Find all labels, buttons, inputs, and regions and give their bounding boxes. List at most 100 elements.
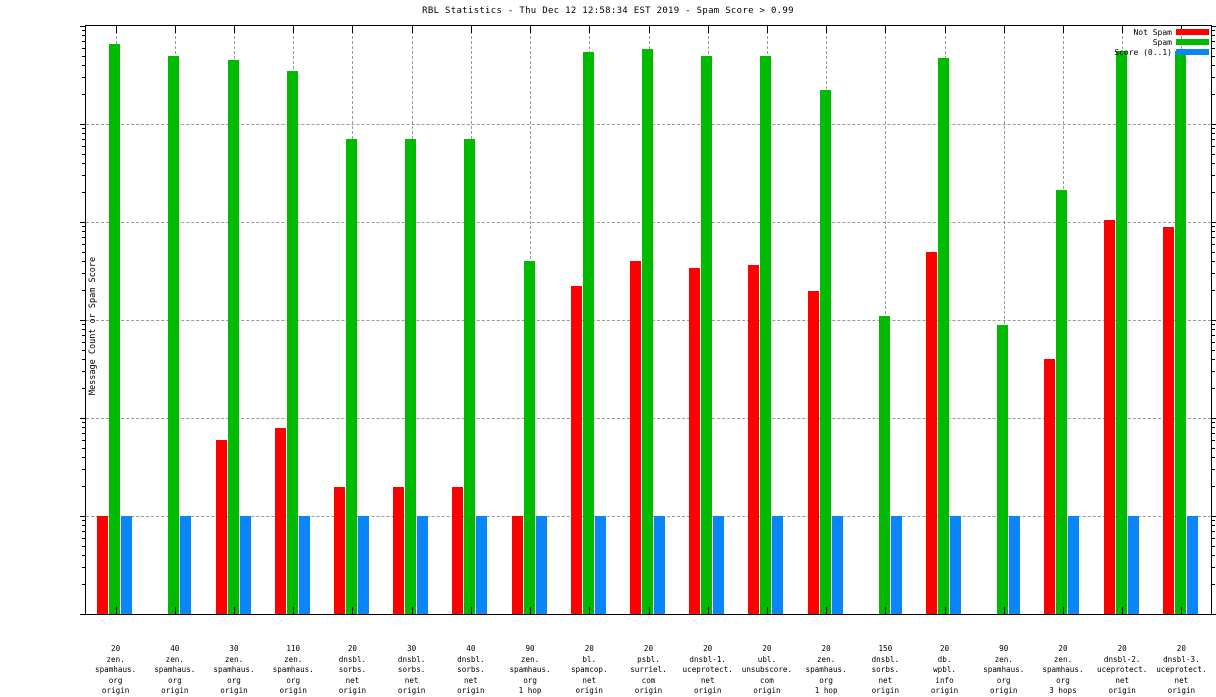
bar-group[interactable] <box>807 26 843 614</box>
bar-score[interactable] <box>654 516 665 614</box>
bar-not-spam[interactable] <box>215 439 227 614</box>
bar-spam[interactable] <box>582 52 594 614</box>
bar-not-spam[interactable] <box>689 267 701 614</box>
bar-not-spam[interactable] <box>630 261 641 614</box>
bar-not-spam[interactable] <box>393 486 405 614</box>
bar-score[interactable] <box>1127 516 1139 614</box>
x-axis-tick <box>352 26 353 33</box>
bar-group[interactable] <box>215 26 251 614</box>
bar-group[interactable] <box>1103 26 1139 614</box>
legend-item-spam: Spam <box>1083 37 1209 47</box>
y-axis-minor-tick <box>82 427 86 429</box>
bar-not-spam[interactable] <box>1103 219 1115 614</box>
bar-spam[interactable] <box>701 56 713 614</box>
bar-score[interactable] <box>239 516 251 614</box>
bar-score[interactable] <box>594 516 606 614</box>
bar-spam[interactable] <box>286 70 298 614</box>
bar-not-spam[interactable] <box>1044 359 1056 614</box>
bar-score[interactable] <box>180 516 192 614</box>
bar-group[interactable] <box>985 26 1021 614</box>
x-axis-label-line: 40 <box>466 644 476 653</box>
bar-score[interactable] <box>772 516 784 614</box>
bar-score[interactable] <box>1186 516 1198 614</box>
bar-not-spam[interactable] <box>1162 227 1174 614</box>
bar-score[interactable] <box>713 516 725 614</box>
y-axis-minor-tick <box>82 554 86 556</box>
bar-spam[interactable] <box>1115 50 1127 614</box>
bar-score[interactable] <box>357 516 369 614</box>
bar-group[interactable] <box>97 26 133 614</box>
bar-spam[interactable] <box>405 139 417 614</box>
bar-spam[interactable] <box>938 58 950 614</box>
x-axis-label-line: 3 hops <box>1049 686 1077 696</box>
bar-spam[interactable] <box>819 90 831 614</box>
x-axis-tick-label: 90 zen. spamhaus. org 1 hop <box>500 644 559 697</box>
bar-not-spam[interactable] <box>926 251 938 614</box>
bar-not-spam[interactable] <box>511 516 523 614</box>
bar-group[interactable] <box>393 26 429 614</box>
bar-spam[interactable] <box>760 55 772 614</box>
x-axis-label-line: sorbs. <box>338 665 367 675</box>
bar-spam[interactable] <box>168 55 180 614</box>
bar-score[interactable] <box>417 516 429 614</box>
x-axis-label-line: sorbs. <box>457 665 485 675</box>
y-axis-minor-tick <box>82 341 86 343</box>
x-axis-label-line: 20 <box>1176 644 1186 653</box>
bar-score[interactable] <box>831 516 843 614</box>
x-axis-tick <box>1122 607 1123 614</box>
y-axis-minor-tick <box>1211 554 1215 556</box>
bar-not-spam[interactable] <box>748 265 760 614</box>
bar-not-spam[interactable] <box>333 486 345 614</box>
bar-score[interactable] <box>1009 516 1021 614</box>
bar-score[interactable] <box>1068 516 1080 614</box>
y-axis-minor-tick <box>82 567 86 569</box>
bar-group[interactable] <box>748 26 784 614</box>
x-axis-tick-label: 40 zen. spamhaus. org origin <box>145 644 204 697</box>
y-axis-minor-tick <box>82 35 86 37</box>
y-axis-minor-tick <box>82 64 86 66</box>
bar-spam[interactable] <box>997 325 1009 614</box>
x-axis-label-line: zen. <box>224 654 244 664</box>
bar-spam[interactable] <box>523 261 535 614</box>
x-axis-label-line: origin <box>338 686 367 696</box>
bar-group[interactable] <box>570 26 606 614</box>
x-axis-label-line: dnsbl. <box>457 654 485 664</box>
bar-score[interactable] <box>535 516 547 614</box>
bar-score[interactable] <box>476 516 488 614</box>
bar-group[interactable] <box>1044 26 1080 614</box>
bar-group[interactable] <box>689 26 725 614</box>
y-axis-minor-tick <box>1211 584 1215 586</box>
bar-score[interactable] <box>890 516 902 614</box>
bar-not-spam[interactable] <box>274 427 286 614</box>
bar-spam[interactable] <box>464 139 476 614</box>
bar-score[interactable] <box>298 516 310 614</box>
chart-title: RBL Statistics - Thu Dec 12 12:58:34 EST… <box>422 6 794 16</box>
bar-group[interactable] <box>274 26 310 614</box>
bar-not-spam[interactable] <box>452 486 464 614</box>
bar-group[interactable] <box>511 26 547 614</box>
bar-score[interactable] <box>121 516 133 614</box>
bar-group[interactable] <box>867 26 902 614</box>
x-axis-tick <box>471 607 472 614</box>
bar-group[interactable] <box>452 26 488 614</box>
bar-group[interactable] <box>156 26 192 614</box>
x-axis-label-line: uceprotect. <box>1156 665 1207 675</box>
bar-group[interactable] <box>630 26 665 614</box>
x-axis-label-line: zen. <box>106 654 125 664</box>
bar-not-spam[interactable] <box>807 290 819 614</box>
bar-group[interactable] <box>926 26 962 614</box>
bar-spam[interactable] <box>642 49 653 614</box>
bar-spam[interactable] <box>345 139 357 614</box>
bar-score[interactable] <box>950 516 962 614</box>
bar-group[interactable] <box>1162 26 1198 614</box>
bar-not-spam[interactable] <box>570 286 582 614</box>
bar-spam[interactable] <box>227 60 239 614</box>
bar-not-spam[interactable] <box>97 516 109 614</box>
y-axis-minor-tick <box>1211 162 1215 164</box>
bar-group[interactable] <box>333 26 369 614</box>
x-axis-tick-label: 20 zen. spamhaus. org 1 hop <box>797 644 856 697</box>
bar-spam[interactable] <box>1056 190 1068 614</box>
bar-spam[interactable] <box>878 315 890 614</box>
bar-spam[interactable] <box>109 44 121 614</box>
bar-spam[interactable] <box>1174 50 1186 614</box>
